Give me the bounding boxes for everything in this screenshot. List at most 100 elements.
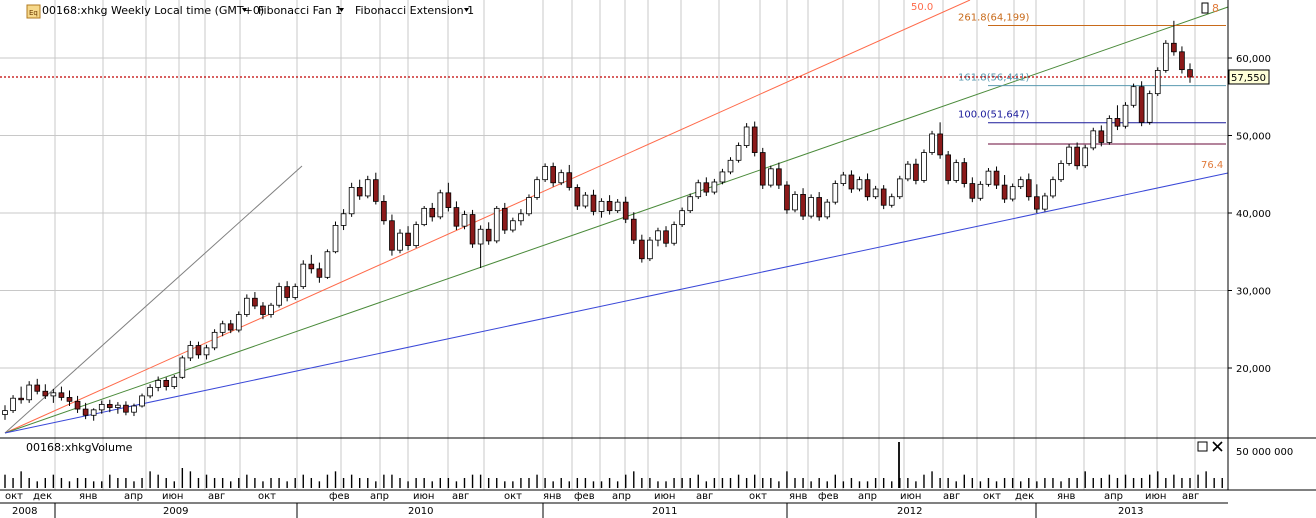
- candle-body: [993, 170, 1000, 186]
- candle-body: [1066, 146, 1072, 164]
- candle-body: [1025, 179, 1032, 198]
- price-axis: 20,000 30,000 40,000 50,000 60,000: [1228, 54, 1271, 375]
- candle-body: [106, 404, 113, 408]
- extension-tool-label[interactable]: Fibonacci Extension 1: [355, 4, 474, 17]
- candle-body: [2, 410, 8, 415]
- month-tick-label: июн: [654, 491, 675, 502]
- month-tick-label: окт: [749, 491, 767, 502]
- candle-body: [767, 168, 774, 186]
- price-axis-tick-label: 50,000: [1236, 132, 1271, 143]
- year-label: 2013: [1118, 506, 1143, 517]
- candle-body: [348, 187, 355, 215]
- maximize-button[interactable]: [1197, 441, 1208, 452]
- candle-body: [953, 162, 960, 181]
- candle-body: [461, 214, 468, 227]
- candle-body: [171, 376, 178, 387]
- candle-body: [429, 207, 436, 218]
- candle-body: [1050, 179, 1056, 197]
- candle-body: [26, 384, 33, 401]
- candle-body: [929, 133, 935, 153]
- price-axis-tick-label: 30,000: [1236, 287, 1271, 298]
- candle-body: [880, 188, 887, 206]
- month-tick-label: янв: [1057, 491, 1076, 502]
- candle-body: [848, 174, 855, 190]
- candle-body: [614, 201, 621, 212]
- candle-body: [469, 214, 476, 245]
- volume-panel-controls: [1197, 441, 1223, 452]
- month-tick-label: дек: [1015, 491, 1034, 502]
- volume-axis-label: 50 000 000: [1236, 447, 1293, 458]
- candle-body: [832, 183, 839, 203]
- candle-body: [268, 304, 274, 315]
- candle-body: [824, 201, 831, 218]
- month-tick-label: фев: [329, 491, 350, 502]
- candle-body: [1017, 179, 1024, 188]
- price-axis-tick-label: 20,000: [1236, 364, 1271, 375]
- candle-body: [1090, 130, 1097, 149]
- candle-body: [695, 182, 702, 198]
- month-tick-label: авг: [696, 491, 713, 502]
- candle-body: [1058, 162, 1064, 181]
- candle-body: [1034, 196, 1040, 210]
- candle-body: [1162, 42, 1169, 71]
- candle-body: [510, 220, 516, 231]
- candle-body: [340, 213, 347, 226]
- candle-body: [687, 196, 694, 212]
- candle-body: [316, 268, 323, 278]
- month-tick-label: фев: [574, 491, 595, 502]
- candle-body: [590, 194, 597, 212]
- close-icon[interactable]: [1212, 441, 1223, 452]
- candle-body: [211, 331, 218, 349]
- candle-body: [735, 145, 742, 161]
- symbol-icon[interactable]: [26, 4, 41, 19]
- current-price-box: [1228, 69, 1270, 85]
- candle-body: [405, 232, 411, 246]
- extension-dropdown-icon[interactable]: [464, 8, 469, 12]
- candle-body: [518, 213, 524, 222]
- current-price-label: 57,550: [1231, 73, 1266, 84]
- candle-body: [792, 193, 798, 211]
- candle-body: [1138, 86, 1145, 123]
- candle-body: [10, 397, 16, 412]
- candle-body: [308, 263, 315, 270]
- fan-reference-line: [4, 165, 303, 434]
- candle-body: [445, 192, 452, 208]
- candle-body: [1001, 184, 1008, 200]
- candle-body: [1082, 147, 1089, 167]
- candle-body: [413, 224, 419, 246]
- candle-body: [42, 390, 49, 397]
- candle-body: [139, 395, 145, 407]
- fan-dropdown-icon[interactable]: [339, 8, 344, 12]
- candle-body: [1098, 130, 1105, 143]
- symbol-icon-glyph: Eq: [29, 9, 38, 17]
- month-tick-label: апр: [1104, 491, 1123, 502]
- fibonacci-fan[interactable]: 50.0 76.4: [4, 0, 1229, 434]
- candle-body: [219, 323, 226, 333]
- candle-body: [493, 207, 500, 242]
- symbol-dropdown-icon[interactable]: [242, 8, 247, 12]
- candle-body: [203, 347, 210, 356]
- month-tick-label: янв: [543, 491, 562, 502]
- month-tick-label: янв: [789, 491, 808, 502]
- candle-body: [58, 392, 65, 398]
- month-tick-label: авг: [208, 491, 225, 502]
- candle-body: [260, 305, 266, 315]
- volume-panel: [4, 442, 1223, 488]
- month-tick-label: янв: [79, 491, 98, 502]
- fan-line: [4, 6, 1229, 434]
- symbol-label[interactable]: 00168:xhkg Weekly Local time (GMT+0): [42, 4, 264, 17]
- price-axis-tick-label: 60,000: [1236, 54, 1271, 65]
- candle-body: [252, 297, 258, 307]
- candle-body: [582, 194, 589, 207]
- candle-body: [985, 170, 992, 185]
- price-axis-tick-label: 40,000: [1236, 209, 1271, 220]
- candle-body: [896, 178, 903, 198]
- candle-body: [1146, 93, 1153, 123]
- fan-tool-label[interactable]: Fibonacci Fan 1: [258, 4, 342, 17]
- candle-body: [195, 345, 202, 356]
- extension-level-label: 100.0(51,647): [958, 110, 1030, 121]
- candle-body: [630, 218, 637, 241]
- candle-body: [187, 345, 194, 359]
- top-right-marker: [1201, 2, 1209, 14]
- candle-body: [598, 200, 605, 212]
